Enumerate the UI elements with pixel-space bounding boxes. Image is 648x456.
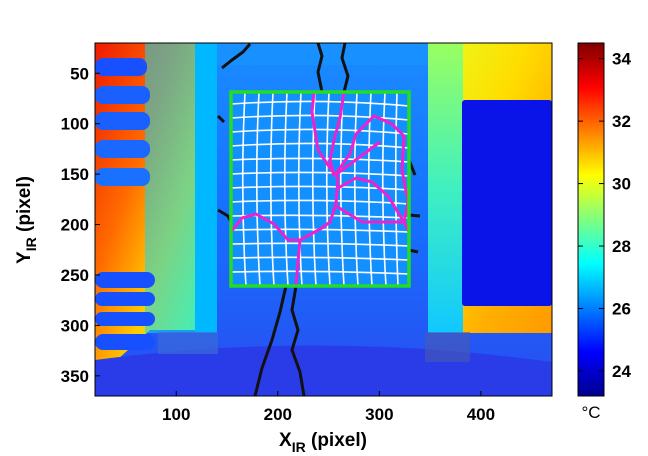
colorbar-tick-label: 24 [612,362,631,381]
y-tick-label: 100 [61,115,89,134]
y-tick-label: 300 [61,316,89,335]
colorbar-tick-label: 28 [612,237,631,256]
colorbar-tick-label: 32 [612,112,631,131]
colorbar-tick-label: 26 [612,300,631,319]
thermal-image [95,43,552,396]
x-tick-label: 400 [467,405,495,424]
plot-frame [94,42,553,397]
y-tick-label: 150 [61,165,89,184]
x-tick-label: 300 [365,405,393,424]
colorbar-unit: °C [581,403,600,422]
left-fins [95,58,155,350]
y-axis-ticks: 50 100 150 200 250 300 350 [61,64,100,386]
y-tick-label: 50 [70,64,89,83]
y-tick-label: 200 [61,216,89,235]
colorbar-tick-label: 34 [612,50,631,69]
colorbar [577,42,605,397]
roi-mesh [230,91,410,287]
crack-paths [229,91,411,287]
colorbar-ticks: 24 26 28 30 32 34 [578,50,631,381]
x-axis-ticks: 100 200 300 400 [162,391,495,424]
colorbar-tick-label: 30 [612,175,631,194]
y-tick-label: 250 [61,266,89,285]
x-tick-label: 200 [264,405,292,424]
x-tick-label: 100 [162,405,190,424]
y-tick-label: 350 [61,367,89,386]
roi-box [229,90,411,288]
x-axis-title: XIR (pixel) [279,430,367,455]
y-axis-title: YIR (pixel) [14,176,39,264]
crack-outline-top [216,43,421,223]
